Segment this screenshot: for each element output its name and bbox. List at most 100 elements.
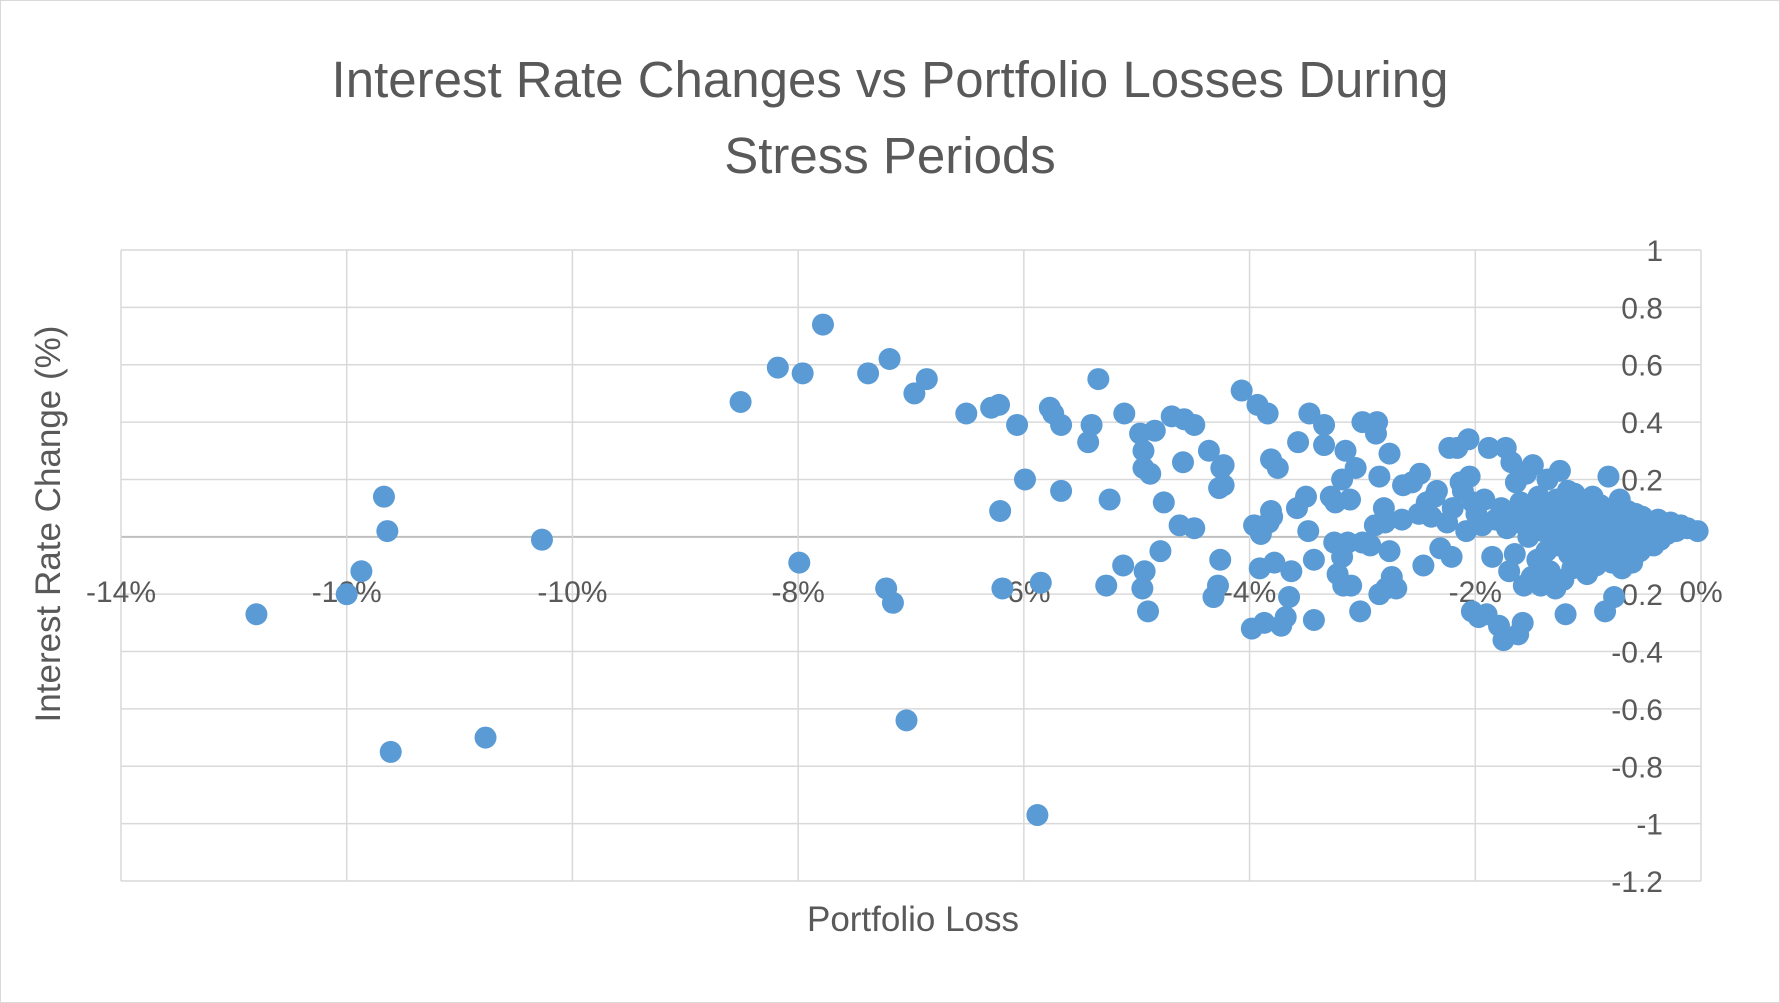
data-point [1441,497,1464,520]
data-point [1302,548,1325,571]
y-tick-label: -0.6 [1611,694,1663,727]
data-point [1313,434,1336,457]
data-point [915,368,938,391]
data-point [1197,439,1220,462]
data-point [857,362,880,385]
data-point [1274,606,1297,629]
data-point [1359,534,1382,557]
x-tick-label: -4% [1223,576,1276,609]
data-point [1390,508,1413,531]
y-axis-title: Interest Rate Change (%) [29,326,68,723]
data-point [1050,413,1073,436]
data-point [376,520,399,543]
data-point [991,577,1014,600]
data-point [1113,402,1136,425]
data-point [811,313,834,336]
data-point [1473,488,1496,511]
y-tick-label: 1 [1646,235,1663,268]
data-point [1149,540,1172,563]
data-point [1183,517,1206,540]
data-point [1206,574,1229,597]
data-point [1080,413,1103,436]
data-point [1266,456,1289,479]
data-point [955,402,978,425]
data-point [1253,611,1276,634]
y-tick-label: 0.8 [1621,292,1663,325]
data-point [1511,611,1534,634]
data-point [1385,577,1408,600]
data-point [1408,462,1431,485]
data-point [1554,603,1577,626]
gridlines [120,249,1702,882]
data-point [1131,577,1154,600]
chart-title-line-1: Interest Rate Changes vs Portfolio Losse… [331,51,1449,108]
data-point [1171,451,1194,474]
data-point [1521,454,1544,477]
data-point [1344,456,1367,479]
data-point [1050,479,1073,502]
x-tick-label: -10% [537,576,607,609]
data-point [1339,488,1362,511]
y-tick-label: 0.2 [1621,464,1663,497]
data-point [878,347,901,370]
data-point [379,740,402,763]
data-point [1263,551,1286,574]
data-point [1313,413,1336,436]
y-tick-label: -1 [1636,809,1663,842]
data-point [791,362,814,385]
data-point [1440,545,1463,568]
data-points [245,313,1709,827]
data-point [1597,465,1620,488]
data-point [903,382,926,405]
data-point [1212,474,1235,497]
data-point [1458,465,1481,488]
y-tick-label: -0.4 [1611,637,1663,670]
data-point [1261,505,1284,528]
x-axis-title: Portfolio Loss [807,900,1019,939]
data-point [1374,511,1396,534]
data-point [335,583,358,606]
data-point [1287,431,1310,454]
data-point [1334,439,1357,462]
data-point [1006,413,1029,436]
data-point [766,356,789,379]
data-point [1297,520,1320,543]
data-point [1139,462,1162,485]
data-point [1209,548,1232,571]
data-point [1077,431,1100,454]
data-point [1378,540,1401,563]
data-point [1477,436,1500,459]
x-tick-label: -8% [771,576,824,609]
data-point [1212,454,1235,477]
data-point [1280,560,1303,583]
data-point [1503,543,1526,566]
data-point [1230,379,1253,402]
x-tick-label: -14% [86,576,156,609]
data-point [1087,368,1110,391]
data-point [1457,428,1480,451]
data-point [1412,554,1435,577]
data-point [895,709,918,732]
chart-title-line-2: Stress Periods [724,127,1056,184]
y-tick-label: -0.8 [1611,751,1663,784]
data-point [1481,545,1504,568]
data-point [1137,600,1159,623]
data-point [1425,479,1448,502]
data-point [729,391,752,414]
x-tick-label: 0% [1679,576,1722,609]
y-tick-label: 0.4 [1621,407,1663,440]
data-point [1029,571,1052,594]
data-point [1143,419,1166,442]
data-point [1095,574,1118,597]
data-point [988,393,1011,416]
data-point [1498,560,1521,583]
data-point [372,485,395,508]
data-point [1686,520,1709,543]
data-point [474,726,497,749]
data-point [1295,485,1317,508]
data-point [1112,554,1135,577]
data-point [1548,459,1571,482]
data-point [1098,488,1121,511]
data-point [1340,574,1363,597]
